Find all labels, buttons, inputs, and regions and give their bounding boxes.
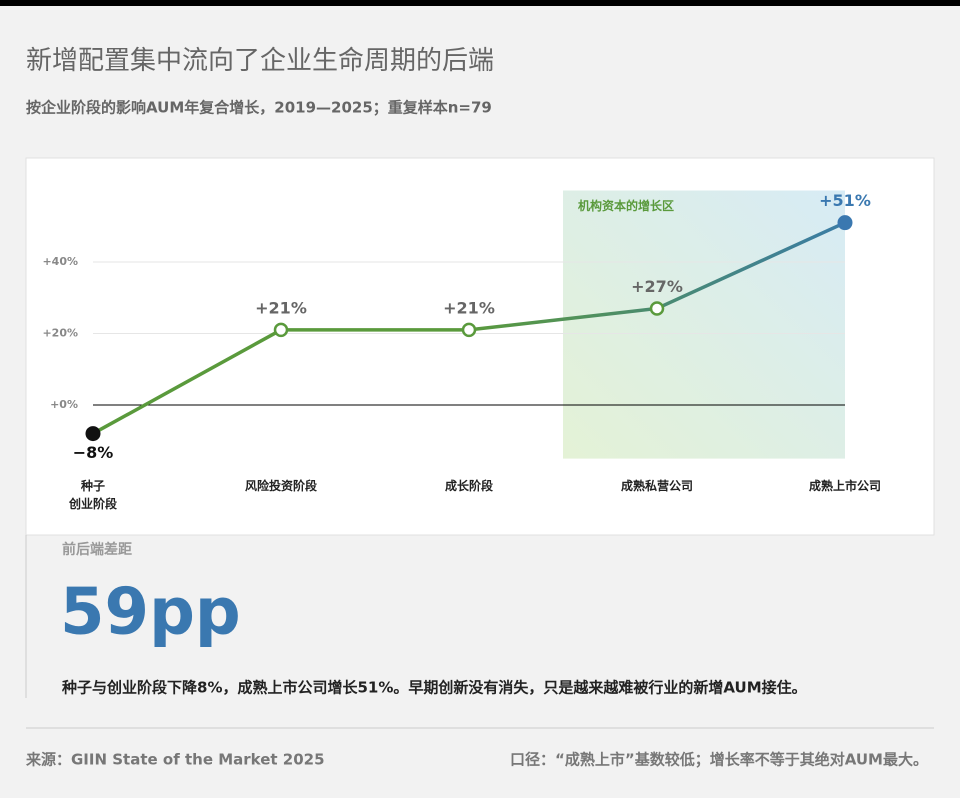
x-tick-line: 成长阶段 — [445, 478, 494, 493]
x-tick-label: 成长阶段 — [445, 478, 494, 493]
x-tick-label: 成熟上市公司 — [809, 478, 881, 493]
note: 口径：“成熟上市”基数较低；增长率不等于其绝对AUM最大。 — [510, 751, 928, 769]
y-tick-label: +40% — [42, 255, 78, 268]
value-label: −8% — [73, 443, 114, 462]
callout-label: 前后端差距 — [62, 541, 132, 558]
x-tick-label: 种子创业阶段 — [68, 478, 118, 511]
y-tick-label: +20% — [42, 326, 78, 339]
source: 来源：GIIN State of the Market 2025 — [25, 751, 325, 769]
x-tick-label: 成熟私营公司 — [621, 478, 693, 493]
highlight-region — [563, 190, 845, 459]
value-label: +27% — [631, 277, 683, 296]
value-label: +21% — [443, 298, 495, 317]
x-tick-label: 风险投资阶段 — [245, 478, 318, 493]
top-bar — [0, 0, 960, 6]
point — [837, 215, 853, 231]
point — [649, 301, 665, 316]
point — [85, 426, 101, 442]
callout-value: 59pp — [60, 576, 241, 650]
highlight-label: 机构资本的增长区 — [578, 198, 674, 213]
y-tick-label: +0% — [50, 398, 78, 411]
callout-text: 种子与创业阶段下降8%，成熟上市公司增长51%。早期创新没有消失，只是越来越难被… — [61, 679, 807, 697]
value-label: +21% — [255, 298, 307, 317]
x-tick-line: 成熟私营公司 — [621, 478, 693, 493]
point — [273, 322, 289, 338]
subtitle: 按企业阶段的影响AUM年复合增长，2019—2025；重复样本n=79 — [26, 99, 492, 117]
x-tick-line: 种子 — [80, 478, 105, 493]
value-label: +51% — [819, 191, 871, 210]
x-tick-line: 创业阶段 — [68, 496, 118, 511]
title: 新增配置集中流向了企业生命周期的后端 — [26, 46, 494, 76]
x-tick-line: 成熟上市公司 — [809, 478, 881, 493]
point — [461, 322, 477, 338]
x-tick-line: 风险投资阶段 — [245, 478, 318, 493]
